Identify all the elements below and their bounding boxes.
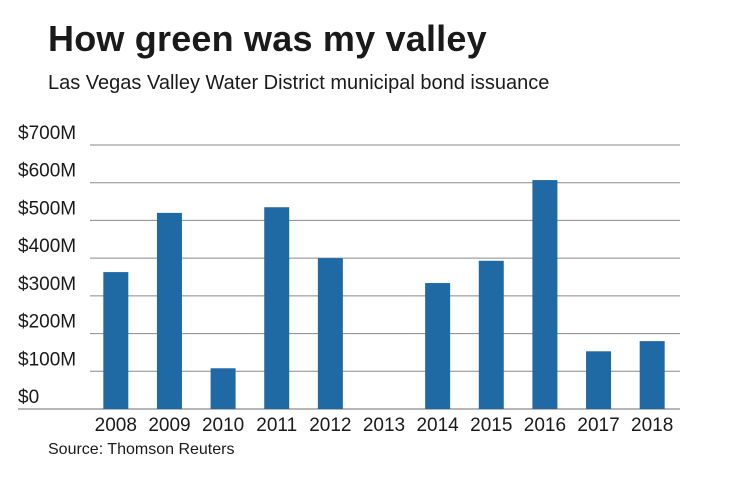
y-tick-label: $200M: [18, 312, 76, 333]
y-axis-ticks: $0 $100M $200M $300M $400M $500M $600M $700M: [18, 123, 76, 408]
y-tick-label: $0: [18, 387, 39, 408]
y-tick-label: $400M: [18, 236, 76, 257]
bar-2016: [532, 180, 558, 409]
bar-2018: [639, 341, 665, 409]
y-tick-label: $700M: [18, 123, 76, 144]
bar-2017: [586, 351, 612, 409]
bar-2012: [317, 258, 343, 409]
y-tick-label: $300M: [18, 274, 76, 295]
chart-subtitle: Las Vegas Valley Water District municipa…: [48, 72, 550, 94]
y-tick-label: $500M: [18, 198, 76, 219]
x-tick-label: 2009: [148, 415, 190, 436]
x-tick-label: 2016: [524, 415, 566, 436]
y-tick-label: $100M: [18, 349, 76, 370]
bar-2010: [210, 368, 236, 409]
gridlines: [18, 144, 680, 410]
x-tick-label: 2012: [309, 415, 351, 436]
x-tick-label: 2010: [202, 415, 244, 436]
bar-2009: [156, 212, 182, 409]
bars: [103, 180, 665, 409]
source-note: Source: Thomson Reuters: [48, 441, 235, 458]
bar-2015: [478, 260, 504, 409]
chart-title: How green was my valley: [48, 18, 487, 59]
x-tick-label: 2018: [631, 415, 673, 436]
x-tick-label: 2014: [416, 415, 459, 436]
bar-2008: [103, 272, 129, 409]
x-tick-label: 2011: [256, 415, 297, 436]
y-tick-label: $600M: [18, 161, 76, 182]
x-tick-label: 2008: [95, 415, 137, 436]
x-tick-label: 2015: [470, 415, 512, 436]
bar-2011: [264, 207, 290, 409]
bar-2014: [425, 283, 451, 409]
x-tick-label: 2013: [363, 415, 405, 436]
x-tick-label: 2017: [577, 415, 619, 436]
x-axis-ticks: 2008 2009 2010 2011 2012 2013 2014 2015 2016 2017…: [95, 415, 674, 436]
